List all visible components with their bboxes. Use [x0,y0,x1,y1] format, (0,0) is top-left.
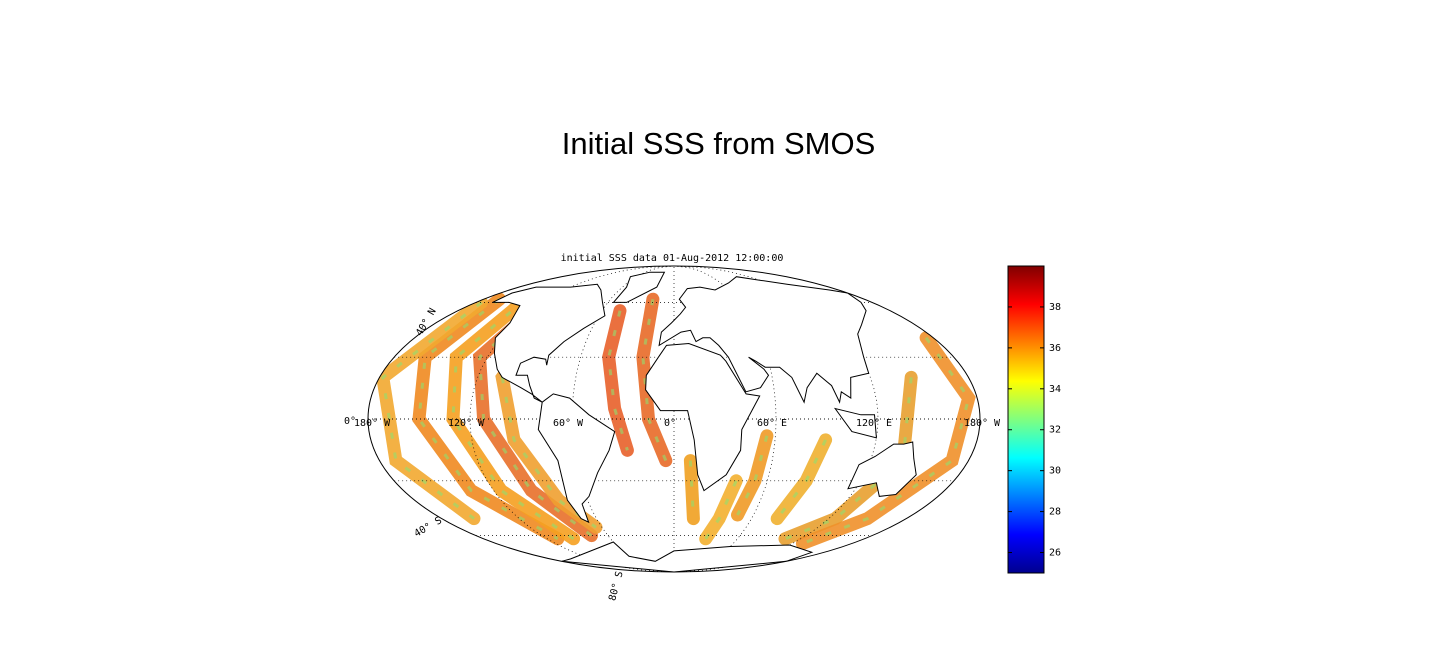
longitude-label: 120° W [448,418,485,429]
swath-edge [381,301,483,520]
longitude-label: 60° E [757,418,787,429]
swath-edge [784,377,913,541]
longitude-label: 120° E [856,418,892,429]
swath [699,474,743,546]
coastline [492,283,606,403]
colorbar-tick-label: 38 [1049,302,1061,313]
colorbar-tick-label: 28 [1049,507,1061,518]
coastline [645,342,761,492]
coastline [833,407,877,439]
colorbar [1007,265,1045,574]
coastline [537,393,616,524]
colorbar-tick-label: 36 [1049,343,1061,354]
latitude-label: 0° [344,416,356,427]
swath-edge [704,480,738,540]
swath-edge [478,301,593,537]
latitude-label: 80° S [607,570,625,602]
map-body [368,266,980,572]
swath [770,433,833,526]
swath-edge [641,298,668,462]
coastline [612,271,666,303]
colorbar-tick-label: 32 [1049,425,1061,436]
map-subtitle: initial SSS data 01-Aug-2012 12:00:00 [561,253,784,264]
coastline [658,276,870,404]
longitude-label: 180° W [964,418,1001,429]
colorbar-tick-label: 30 [1049,466,1061,477]
colorbar-tick-label: 34 [1049,384,1061,395]
map-frame [367,265,981,573]
coastline [847,441,917,497]
colorbar-tick-label: 26 [1049,548,1061,559]
swath-edge [801,336,971,545]
swath-edge [417,298,559,541]
coastline [561,541,814,572]
longitude-label: 180° W [354,418,391,429]
swath-edge [451,298,575,541]
latitude-label: 40° S [412,515,444,540]
longitude-label: 60° W [553,418,584,429]
swath [731,429,774,522]
swath-edge [607,310,629,451]
longitude-label: 0° [664,418,676,429]
figure-title: Initial SSS from SMOS [561,126,876,161]
swath [683,454,700,526]
